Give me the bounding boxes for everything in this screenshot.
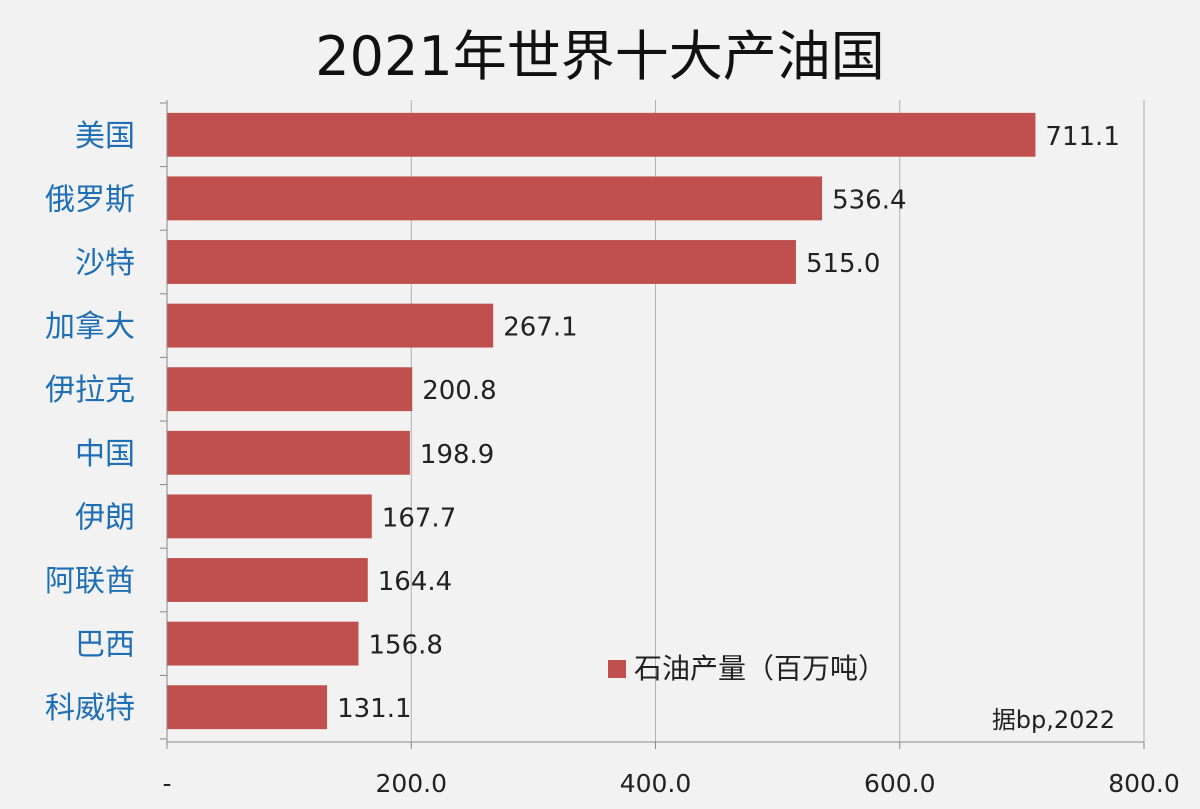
bar (167, 240, 796, 284)
value-label: 200.8 (422, 376, 496, 406)
category-label: 巴西 (75, 628, 135, 663)
bar (167, 176, 823, 221)
category-label: 伊拉克 (45, 373, 135, 408)
value-label: 267.1 (503, 313, 577, 343)
category-label: 美国 (75, 119, 135, 154)
category-label: 加拿大 (45, 310, 135, 345)
legend-swatch (608, 660, 626, 678)
bar (167, 558, 368, 602)
value-label: 198.9 (420, 440, 494, 470)
bars (167, 112, 1036, 730)
chart-title: 2021年世界十大产油国 (315, 25, 884, 88)
x-tick-label: - (162, 769, 171, 798)
source-annotation: 据bp,2022 (992, 706, 1115, 734)
x-tick-label: 200.0 (375, 769, 447, 798)
category-label: 沙特 (75, 246, 135, 281)
value-label: 131.1 (337, 694, 411, 724)
value-label: 711.1 (1045, 122, 1119, 152)
x-tick-label: 400.0 (620, 769, 692, 798)
bar (167, 367, 413, 412)
bar (167, 303, 494, 348)
bar (167, 685, 328, 730)
value-label: 167.7 (382, 503, 456, 533)
x-tick-label: 600.0 (864, 769, 936, 798)
legend: 石油产量（百万吨） (608, 652, 886, 685)
category-label: 伊朗 (75, 500, 135, 535)
value-labels: 711.1 536.4 515.0 267.1 200.8 198.9 167.7 164.4… (337, 122, 1120, 724)
bar (167, 112, 1036, 157)
legend-label: 石油产量（百万吨） (634, 652, 886, 685)
bar (167, 621, 359, 666)
value-label: 515.0 (806, 249, 880, 279)
category-label: 俄罗斯 (45, 182, 135, 217)
value-label: 156.8 (368, 631, 442, 661)
x-tick-label: 800.0 (1108, 769, 1180, 798)
value-label: 536.4 (832, 185, 906, 215)
bar (167, 430, 410, 475)
bar (167, 494, 372, 539)
category-label: 中国 (75, 437, 135, 472)
category-label: 科威特 (45, 691, 135, 726)
x-axis: - 200.0 400.0 600.0 800.0 (160, 100, 1180, 798)
category-label: 阿联酋 (45, 564, 135, 599)
value-label: 164.4 (378, 567, 452, 597)
